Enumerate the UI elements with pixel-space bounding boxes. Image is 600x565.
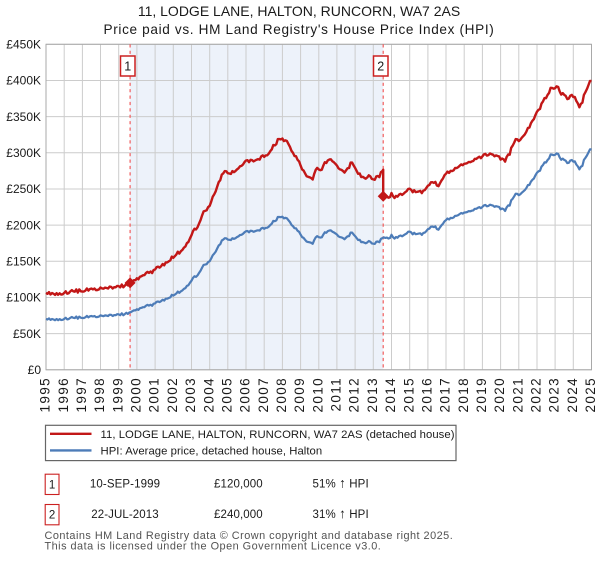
svg-text:2011: 2011: [328, 377, 343, 411]
svg-text:2025: 2025: [583, 377, 598, 412]
svg-text:£250K: £250K: [6, 182, 41, 196]
svg-text:2022: 2022: [529, 377, 544, 412]
svg-text:£240,000: £240,000: [214, 509, 263, 521]
svg-text:Contains HM Land Registry data: Contains HM Land Registry data © Crown c…: [45, 530, 454, 542]
svg-text:2002: 2002: [165, 377, 180, 412]
svg-text:£50K: £50K: [13, 327, 41, 341]
svg-text:2006: 2006: [238, 377, 253, 412]
svg-text:2: 2: [377, 60, 384, 74]
svg-text:2015: 2015: [401, 377, 416, 412]
svg-text:2008: 2008: [274, 377, 289, 412]
svg-text:£300K: £300K: [6, 146, 41, 160]
svg-text:2004: 2004: [201, 377, 216, 412]
svg-text:This data is licensed under th: This data is licensed under the Open Gov…: [45, 541, 382, 553]
svg-text:2014: 2014: [383, 377, 398, 412]
svg-text:2007: 2007: [256, 377, 271, 412]
svg-text:2016: 2016: [419, 377, 434, 412]
svg-text:2017: 2017: [438, 377, 453, 412]
svg-text:2013: 2013: [365, 377, 380, 412]
svg-text:51% ↑ HPI: 51% ↑ HPI: [313, 476, 369, 491]
svg-text:2: 2: [49, 510, 56, 522]
svg-text:£100K: £100K: [6, 291, 41, 305]
svg-text:£200K: £200K: [6, 218, 41, 232]
svg-text:1: 1: [124, 60, 131, 74]
svg-text:10-SEP-1999: 10-SEP-1999: [90, 479, 160, 491]
svg-text:HPI: Average price, detached h: HPI: Average price, detached house, Halt…: [101, 445, 323, 457]
svg-text:£120,000: £120,000: [214, 479, 263, 491]
svg-text:1995: 1995: [38, 377, 53, 412]
svg-text:11, LODGE LANE, HALTON, RUNCOR: 11, LODGE LANE, HALTON, RUNCORN, WA7 2AS: [138, 3, 460, 19]
svg-text:11, LODGE LANE, HALTON, RUNCOR: 11, LODGE LANE, HALTON, RUNCORN, WA7 2AS…: [101, 429, 455, 441]
svg-text:22-JUL-2013: 22-JUL-2013: [91, 509, 159, 521]
svg-text:£150K: £150K: [6, 255, 41, 269]
svg-text:£0: £0: [28, 363, 42, 377]
svg-text:2019: 2019: [474, 377, 489, 412]
svg-text:2024: 2024: [565, 377, 580, 412]
svg-text:£450K: £450K: [6, 38, 41, 52]
svg-text:1998: 1998: [92, 377, 107, 412]
svg-text:2009: 2009: [292, 377, 307, 412]
svg-text:1996: 1996: [56, 377, 71, 412]
svg-text:2000: 2000: [128, 377, 143, 412]
svg-text:2010: 2010: [310, 377, 325, 412]
svg-text:2018: 2018: [456, 377, 471, 412]
svg-text:1997: 1997: [74, 377, 89, 412]
svg-text:£400K: £400K: [6, 74, 41, 88]
svg-text:£350K: £350K: [6, 110, 41, 124]
svg-text:2005: 2005: [219, 377, 234, 412]
svg-text:31% ↑ HPI: 31% ↑ HPI: [313, 506, 369, 521]
svg-text:2012: 2012: [347, 377, 362, 412]
svg-text:Price paid vs. HM Land Registr: Price paid vs. HM Land Registry's House …: [104, 22, 495, 37]
svg-text:1: 1: [49, 479, 56, 491]
svg-text:2003: 2003: [183, 377, 198, 412]
svg-text:2021: 2021: [510, 377, 525, 412]
svg-text:2023: 2023: [547, 377, 562, 412]
svg-text:1999: 1999: [110, 377, 125, 412]
svg-text:2001: 2001: [147, 377, 162, 412]
svg-text:2020: 2020: [492, 377, 507, 412]
